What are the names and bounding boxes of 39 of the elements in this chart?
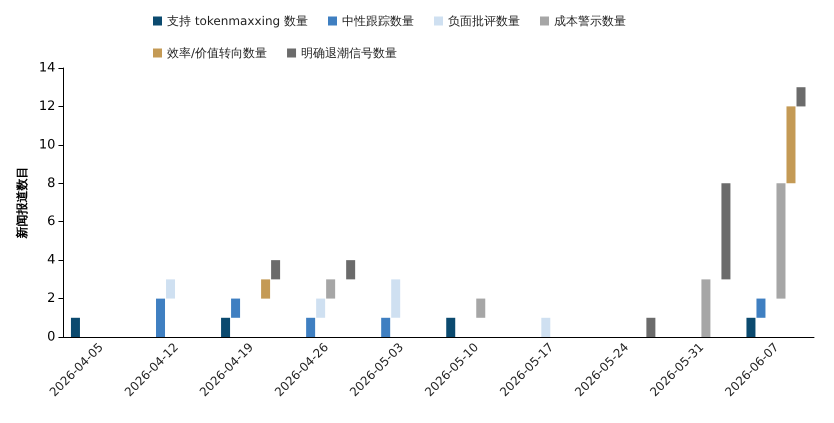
bar bbox=[646, 318, 656, 337]
bar bbox=[261, 279, 270, 299]
y-tick-label: 10 bbox=[38, 137, 56, 152]
legend-label: 效率/价值转向数量 bbox=[167, 46, 268, 60]
legend-label: 成本警示数量 bbox=[554, 14, 626, 28]
bar bbox=[231, 298, 240, 318]
bar bbox=[306, 318, 316, 337]
bar bbox=[70, 318, 80, 337]
y-axis-title: 新闻报道数目 bbox=[15, 166, 29, 240]
bar bbox=[541, 318, 550, 337]
bar bbox=[271, 260, 280, 280]
y-tick-label: 12 bbox=[38, 98, 56, 114]
bar bbox=[316, 298, 326, 318]
y-tick-label: 2 bbox=[47, 291, 56, 306]
bar bbox=[391, 279, 400, 318]
bar bbox=[476, 298, 486, 318]
bar bbox=[166, 279, 176, 299]
bar bbox=[701, 279, 710, 337]
bar bbox=[776, 183, 786, 299]
legend-label: 中性跟踪数量 bbox=[342, 14, 414, 28]
bar bbox=[156, 298, 166, 337]
bar bbox=[446, 318, 456, 337]
bar bbox=[796, 87, 806, 106]
y-tick-label: 6 bbox=[47, 214, 56, 230]
bar bbox=[346, 260, 356, 280]
y-tick-label: 8 bbox=[47, 176, 56, 191]
bar bbox=[721, 183, 730, 280]
legend-label: 支持 tokenmaxxing 数量 bbox=[167, 14, 308, 28]
bar bbox=[746, 318, 756, 337]
bar bbox=[786, 106, 796, 184]
y-tick-label: 14 bbox=[38, 60, 56, 76]
y-tick-label: 4 bbox=[47, 252, 56, 268]
legend-label: 明确退潮信号数量 bbox=[301, 46, 398, 60]
y-tick-label: 0 bbox=[47, 330, 56, 344]
bar bbox=[381, 318, 390, 337]
bar bbox=[326, 279, 336, 299]
bar bbox=[756, 298, 766, 318]
bar bbox=[221, 318, 230, 337]
legend-label: 负面批评数量 bbox=[448, 14, 520, 28]
